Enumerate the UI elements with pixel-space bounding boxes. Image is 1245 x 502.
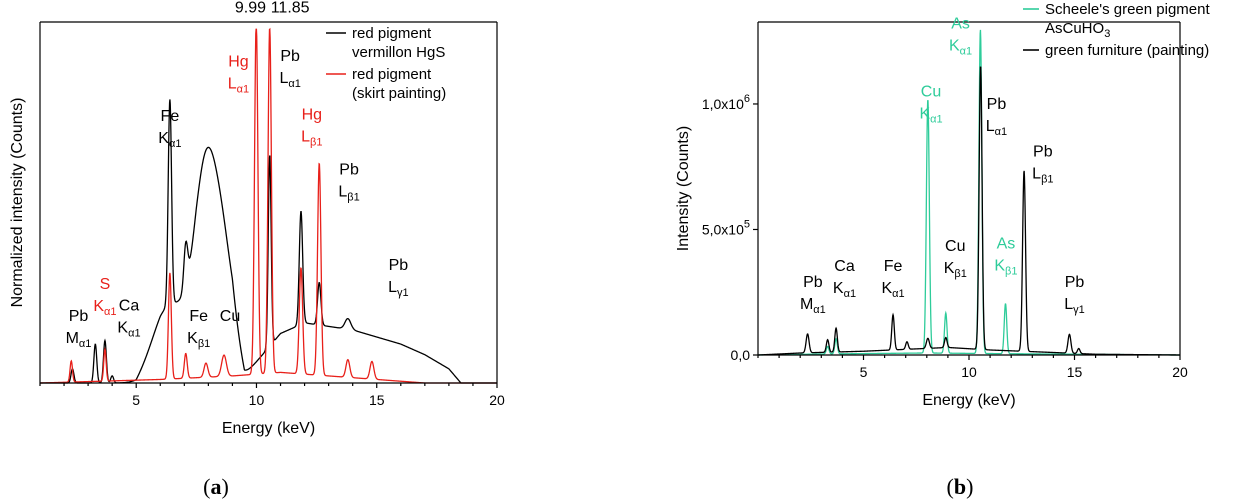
x-tick-label-b: 5 [860,364,868,380]
y-tick-label-b: 5,0x105 [702,218,750,237]
peak-label-b-0: Mα1 [800,296,826,316]
peak-label-b-2: Fe [884,258,903,275]
peak-label-b-2: Kα1 [881,280,904,300]
peak-label-a-8: Hg [302,106,322,123]
peak-label-a-0: Pb [69,308,89,325]
peak-label-b-6: Lα1 [986,118,1007,138]
peak-label-a-9: Lβ1 [338,183,359,203]
peak-label-a-8: Lβ1 [301,128,322,148]
x-tick-label-a: 5 [132,392,140,408]
peak-label-b-4: Kβ1 [944,260,967,280]
chart-panel-a: 5 10 15 20 Energy (keV) Normalized intensity … [9,0,505,437]
caption-b: (b) [947,474,974,499]
peak-label-a-10: Lγ1 [388,279,409,299]
peak-label-b-5: Kα1 [949,38,972,58]
peak-label-b-8: Pb [1033,144,1053,161]
peak-label-b-1: Kα1 [833,280,856,300]
x-tick-label-b: 10 [961,364,977,380]
y-tick-label-b: 0,0 [731,347,751,363]
legend-label-a-1: (skirt painting) [352,85,446,102]
peak-label-a-3: Kα1 [158,130,181,150]
peak-label-a-2: Ca [119,297,140,314]
x-tick-label-a: 15 [369,392,385,408]
caption-a-letter: a [211,474,222,499]
peak-label-a-3: Fe [161,108,180,125]
peak-label-b-5: As [951,16,970,33]
legend-label-a-1: red pigment [352,66,432,83]
x-tick-label-a: 10 [249,392,265,408]
peak-label-a-2: Kα1 [117,319,140,339]
caption-b-letter: b [954,474,966,499]
peak-label-b-9: Pb [1065,274,1085,291]
y-tick-label-b: 1,0x106 [702,93,750,112]
peak-label-b-3: Cu [921,83,941,100]
caption-a: (a) [203,474,229,499]
peak-label-b-8: Lβ1 [1032,166,1053,186]
peak-label-a-9: Pb [339,161,359,178]
peak-label-b-6: Pb [987,96,1007,113]
legend-label-a-0: red pigment [352,25,432,42]
peak-label-b-9: Lγ1 [1064,296,1085,316]
peak-value-label-a-1: 11.85 [271,0,310,17]
y-axis-label-b: Intensity (Counts) [675,126,692,251]
x-tick-label-a: 20 [489,392,505,408]
peak-label-a-4: Kβ1 [187,330,210,350]
peak-label-a-7: Pb [280,48,300,65]
peak-label-a-4: Fe [189,308,208,325]
peak-label-b-1: Ca [834,258,855,275]
x-tick-label-b: 15 [1067,364,1083,380]
peak-label-b-3: Kα1 [919,105,942,125]
chart-panel-b: 5 10 15 20 0,0 5,0x105 1,0x106 Energy (keV) Inte… [675,1,1210,409]
peak-label-b-7: As [997,235,1016,252]
legend-label-b-0: Scheele's green pigment [1045,1,1210,18]
legend-label-b-0: AsCuHO3 [1045,20,1110,40]
peak-label-b-7: Kβ1 [994,257,1017,277]
peak-label-b-4: Cu [945,238,965,255]
series-line-b-1 [757,66,1180,356]
peak-label-a-10: Pb [389,257,409,274]
peak-value-label-a-0: 9.99 [235,0,266,17]
x-tick-label-b: 20 [1172,364,1188,380]
peak-label-a-1: S [100,276,111,293]
x-axis-label-a: Energy (keV) [222,420,315,437]
peak-label-a-0: Mα1 [66,330,92,350]
y-axis-label-a: Normalized intensity (Counts) [9,98,26,308]
x-axis-label-b: Energy (keV) [922,392,1015,409]
peak-label-b-0: Pb [803,274,823,291]
legend-label-a-0: vermillon HgS [352,44,445,61]
peak-label-a-6: Lα1 [228,75,249,95]
legend-label-b-1: green furniture (painting) [1045,42,1209,59]
peak-label-a-5: Cu [220,308,240,325]
peak-label-a-6: Hg [228,53,248,70]
peak-label-a-1: Kα1 [93,298,116,318]
peak-label-a-7: Lα1 [279,70,300,90]
